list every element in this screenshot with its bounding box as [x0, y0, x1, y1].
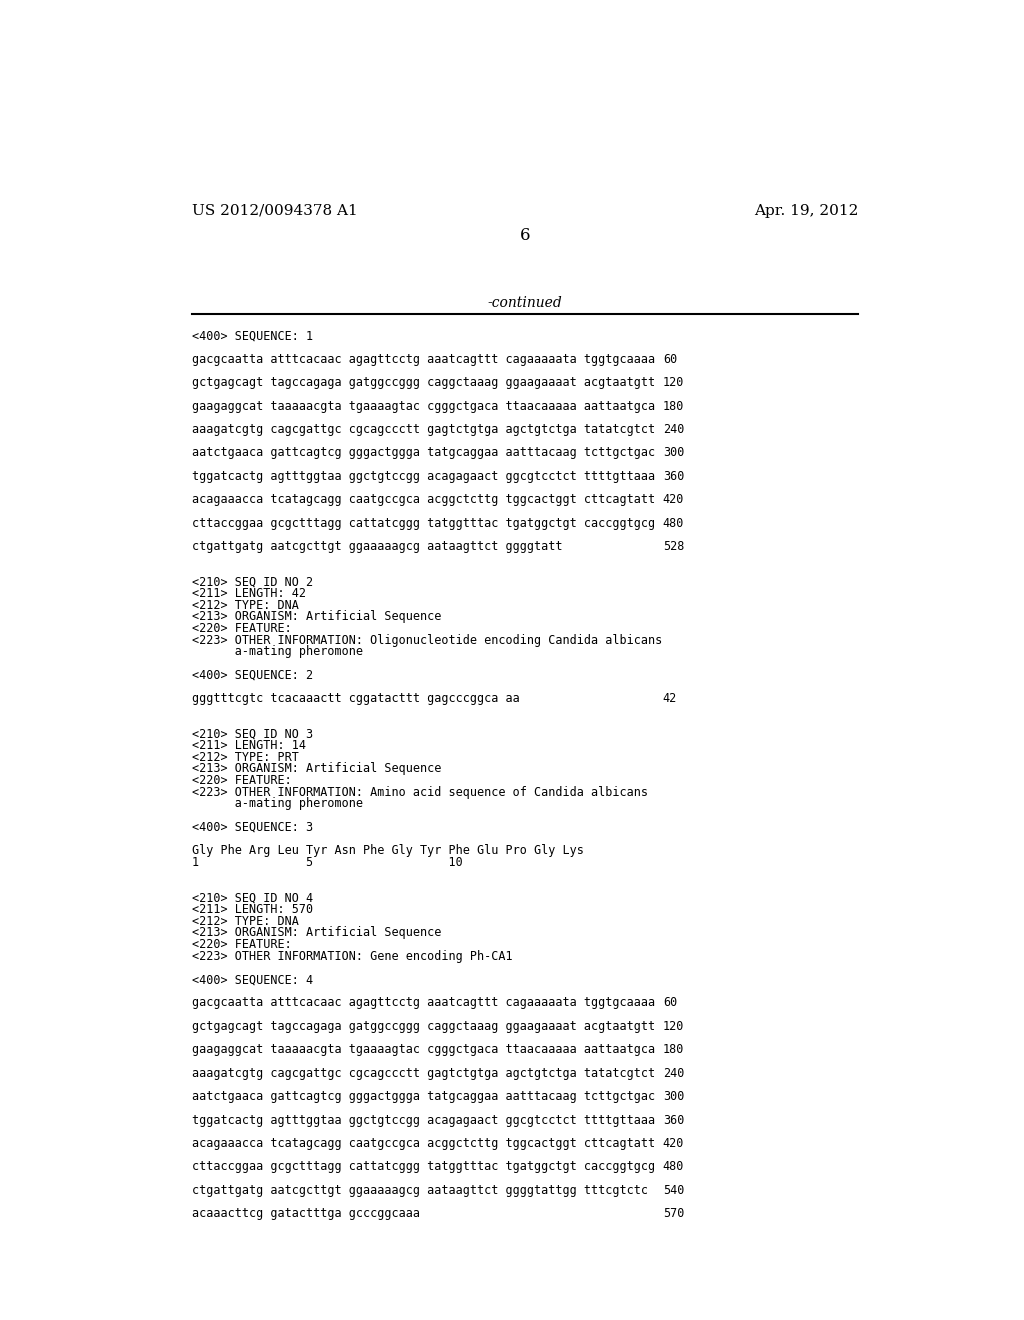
Text: 120: 120: [663, 376, 684, 389]
Text: gctgagcagt tagccagaga gatggccggg caggctaaag ggaagaaaat acgtaatgtt: gctgagcagt tagccagaga gatggccggg caggcta…: [191, 1020, 654, 1032]
Text: 300: 300: [663, 446, 684, 459]
Text: <213> ORGANISM: Artificial Sequence: <213> ORGANISM: Artificial Sequence: [191, 763, 441, 775]
Text: <210> SEQ ID NO 2: <210> SEQ ID NO 2: [191, 576, 312, 589]
Text: <223> OTHER INFORMATION: Gene encoding Ph-CA1: <223> OTHER INFORMATION: Gene encoding P…: [191, 949, 512, 962]
Text: 60: 60: [663, 997, 677, 1010]
Text: cttaccggaa gcgctttagg cattatcggg tatggtttac tgatggctgt caccggtgcg: cttaccggaa gcgctttagg cattatcggg tatggtt…: [191, 516, 654, 529]
Text: cttaccggaa gcgctttagg cattatcggg tatggtttac tgatggctgt caccggtgcg: cttaccggaa gcgctttagg cattatcggg tatggtt…: [191, 1160, 654, 1173]
Text: <211> LENGTH: 570: <211> LENGTH: 570: [191, 903, 312, 916]
Text: <220> FEATURE:: <220> FEATURE:: [191, 939, 291, 950]
Text: acaaacttcg gatactttga gcccggcaaa: acaaacttcg gatactttga gcccggcaaa: [191, 1206, 420, 1220]
Text: gacgcaatta atttcacaac agagttcctg aaatcagttt cagaaaaata tggtgcaaaa: gacgcaatta atttcacaac agagttcctg aaatcag…: [191, 997, 654, 1010]
Text: gaagaggcat taaaaacgta tgaaaagtac cgggctgaca ttaacaaaaa aattaatgca: gaagaggcat taaaaacgta tgaaaagtac cgggctg…: [191, 1043, 654, 1056]
Text: 240: 240: [663, 1067, 684, 1080]
Text: <212> TYPE: DNA: <212> TYPE: DNA: [191, 598, 298, 611]
Text: 420: 420: [663, 1137, 684, 1150]
Text: gacgcaatta atttcacaac agagttcctg aaatcagttt cagaaaaata tggtgcaaaa: gacgcaatta atttcacaac agagttcctg aaatcag…: [191, 352, 654, 366]
Text: <400> SEQUENCE: 3: <400> SEQUENCE: 3: [191, 821, 312, 834]
Text: -continued: -continued: [487, 296, 562, 310]
Text: gaagaggcat taaaaacgta tgaaaagtac cgggctgaca ttaacaaaaa aattaatgca: gaagaggcat taaaaacgta tgaaaagtac cgggctg…: [191, 400, 654, 413]
Text: 360: 360: [663, 1114, 684, 1126]
Text: <213> ORGANISM: Artificial Sequence: <213> ORGANISM: Artificial Sequence: [191, 927, 441, 940]
Text: aatctgaaca gattcagtcg gggactggga tatgcaggaa aatttacaag tcttgctgac: aatctgaaca gattcagtcg gggactggga tatgcag…: [191, 1090, 654, 1104]
Text: <220> FEATURE:: <220> FEATURE:: [191, 774, 291, 787]
Text: gggtttcgtc tcacaaactt cggatacttt gagcccggca aa: gggtttcgtc tcacaaactt cggatacttt gagcccg…: [191, 692, 519, 705]
Text: tggatcactg agtttggtaa ggctgtccgg acagagaact ggcgtcctct ttttgttaaa: tggatcactg agtttggtaa ggctgtccgg acagaga…: [191, 470, 654, 483]
Text: 528: 528: [663, 540, 684, 553]
Text: <210> SEQ ID NO 4: <210> SEQ ID NO 4: [191, 891, 312, 904]
Text: acagaaacca tcatagcagg caatgccgca acggctcttg tggcactggt cttcagtatt: acagaaacca tcatagcagg caatgccgca acggctc…: [191, 1137, 654, 1150]
Text: <210> SEQ ID NO 3: <210> SEQ ID NO 3: [191, 727, 312, 741]
Text: 1               5                   10: 1 5 10: [191, 855, 462, 869]
Text: 180: 180: [663, 400, 684, 413]
Text: aaagatcgtg cagcgattgc cgcagccctt gagtctgtga agctgtctga tatatcgtct: aaagatcgtg cagcgattgc cgcagccctt gagtctg…: [191, 422, 654, 436]
Text: 420: 420: [663, 494, 684, 506]
Text: a-mating pheromone: a-mating pheromone: [191, 645, 362, 659]
Text: US 2012/0094378 A1: US 2012/0094378 A1: [191, 203, 357, 218]
Text: <211> LENGTH: 14: <211> LENGTH: 14: [191, 739, 305, 752]
Text: 120: 120: [663, 1020, 684, 1032]
Text: a-mating pheromone: a-mating pheromone: [191, 797, 362, 810]
Text: ctgattgatg aatcgcttgt ggaaaaagcg aataagttct ggggtatt: ctgattgatg aatcgcttgt ggaaaaagcg aataagt…: [191, 540, 562, 553]
Text: <223> OTHER INFORMATION: Amino acid sequence of Candida albicans: <223> OTHER INFORMATION: Amino acid sequ…: [191, 785, 647, 799]
Text: 240: 240: [663, 422, 684, 436]
Text: <220> FEATURE:: <220> FEATURE:: [191, 622, 291, 635]
Text: 480: 480: [663, 516, 684, 529]
Text: 570: 570: [663, 1206, 684, 1220]
Text: <213> ORGANISM: Artificial Sequence: <213> ORGANISM: Artificial Sequence: [191, 610, 441, 623]
Text: aatctgaaca gattcagtcg gggactggga tatgcaggaa aatttacaag tcttgctgac: aatctgaaca gattcagtcg gggactggga tatgcag…: [191, 446, 654, 459]
Text: acagaaacca tcatagcagg caatgccgca acggctcttg tggcactggt cttcagtatt: acagaaacca tcatagcagg caatgccgca acggctc…: [191, 494, 654, 506]
Text: <400> SEQUENCE: 2: <400> SEQUENCE: 2: [191, 669, 312, 681]
Text: 60: 60: [663, 352, 677, 366]
Text: Apr. 19, 2012: Apr. 19, 2012: [754, 203, 858, 218]
Text: aaagatcgtg cagcgattgc cgcagccctt gagtctgtga agctgtctga tatatcgtct: aaagatcgtg cagcgattgc cgcagccctt gagtctg…: [191, 1067, 654, 1080]
Text: <400> SEQUENCE: 4: <400> SEQUENCE: 4: [191, 973, 312, 986]
Text: <400> SEQUENCE: 1: <400> SEQUENCE: 1: [191, 330, 312, 342]
Text: gctgagcagt tagccagaga gatggccggg caggctaaag ggaagaaaat acgtaatgtt: gctgagcagt tagccagaga gatggccggg caggcta…: [191, 376, 654, 389]
Text: 180: 180: [663, 1043, 684, 1056]
Text: tggatcactg agtttggtaa ggctgtccgg acagagaact ggcgtcctct ttttgttaaa: tggatcactg agtttggtaa ggctgtccgg acagaga…: [191, 1114, 654, 1126]
Text: 6: 6: [519, 227, 530, 244]
Text: <223> OTHER INFORMATION: Oligonucleotide encoding Candida albicans: <223> OTHER INFORMATION: Oligonucleotide…: [191, 634, 662, 647]
Text: ctgattgatg aatcgcttgt ggaaaaagcg aataagttct ggggtattgg tttcgtctc: ctgattgatg aatcgcttgt ggaaaaagcg aataagt…: [191, 1184, 647, 1197]
Text: <212> TYPE: PRT: <212> TYPE: PRT: [191, 751, 298, 764]
Text: 42: 42: [663, 692, 677, 705]
Text: 300: 300: [663, 1090, 684, 1104]
Text: 480: 480: [663, 1160, 684, 1173]
Text: 360: 360: [663, 470, 684, 483]
Text: <212> TYPE: DNA: <212> TYPE: DNA: [191, 915, 298, 928]
Text: Gly Phe Arg Leu Tyr Asn Phe Gly Tyr Phe Glu Pro Gly Lys: Gly Phe Arg Leu Tyr Asn Phe Gly Tyr Phe …: [191, 845, 584, 857]
Text: 540: 540: [663, 1184, 684, 1197]
Text: <211> LENGTH: 42: <211> LENGTH: 42: [191, 587, 305, 599]
